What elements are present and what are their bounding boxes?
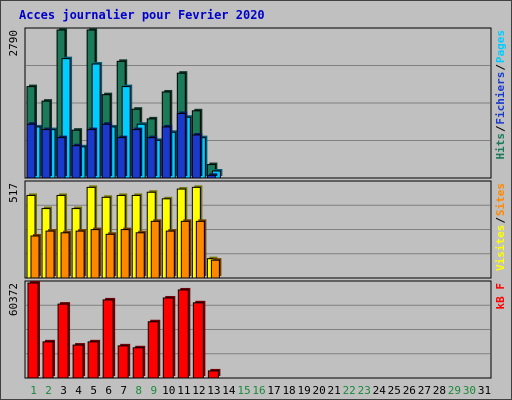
x-tick-label-day-15: 15 [237,384,250,397]
bar-sites-day-8 [135,232,145,279]
x-tick-label-day-14: 14 [222,384,236,397]
bar-pages-day-13 [206,174,216,179]
bar-sites-day-9 [150,220,160,279]
x-tick-label-day-27: 27 [418,384,431,397]
y-max-label: 2790 [7,30,20,57]
x-tick-label-day-21: 21 [328,384,341,397]
x-tick-label-day-3: 3 [60,384,67,397]
bar-pages-day-4 [71,145,81,179]
legend-item: kB F [494,283,507,310]
bar-kb-f-day-8 [132,347,144,379]
panel-visits-sites: 517 Sites/Visites [7,180,507,279]
bar-pages-day-5 [86,129,96,179]
bar-kb-f-day-11 [177,289,189,379]
legend-item: Fichiers [494,72,507,125]
bar-pages-day-3 [56,137,66,179]
bar-sites-day-13 [210,259,220,279]
x-tick-label-day-13: 13 [207,384,220,397]
x-tick-label-day-29: 29 [448,384,461,397]
x-tick-label-day-30: 30 [463,384,476,397]
x-tick-label-day-22: 22 [343,384,356,397]
x-tick-label-day-2: 2 [45,384,52,397]
bar-kb-f-day-4 [72,344,84,379]
legend-bottom: kB F [494,283,507,310]
bar-kb-f-day-10 [162,297,174,379]
x-tick-label-day-9: 9 [150,384,157,397]
x-tick-label-day-7: 7 [120,384,127,397]
bar-sites-day-5 [90,229,100,279]
bar-sites-day-11 [180,220,190,279]
x-tick-label-day-24: 24 [373,384,387,397]
x-tick-label-day-4: 4 [75,384,82,397]
x-tick-label-day-8: 8 [135,384,142,397]
bar-pages-day-10 [161,126,171,179]
bar-sites-day-3 [60,232,70,279]
x-tick-label-day-1: 1 [30,384,37,397]
bar-sites-day-12 [195,220,205,279]
y-max-label: 517 [7,183,20,203]
legend-top: Pages/Fichiers/Hits [494,30,507,160]
bar-kb-f-day-12 [192,302,204,379]
bar-pages-day-12 [191,134,201,179]
x-tick-label-day-5: 5 [90,384,97,397]
bar-kb-f-day-13 [207,370,219,379]
x-tick-label-day-20: 20 [313,384,326,397]
bar-kb-f-day-5 [87,341,99,379]
bar-pages-day-6 [101,123,111,179]
x-tick-label-day-6: 6 [105,384,112,397]
bar-pages-day-13-shadow [209,173,218,176]
bar-kb-f-day-7 [117,345,129,379]
legend-item: Sites [494,183,507,216]
panel-hits-files-pages: 2790 Pages/Fichiers/Hits [7,27,507,179]
bar-fichiers-day-3 [61,58,71,179]
panel-kbytes: 60372 kB F [7,280,507,379]
bar-sites-day-1 [30,235,40,279]
bar-sites-day-4 [75,230,85,279]
bar-pages-day-2 [41,129,51,179]
y-max-label: 60372 [7,283,20,316]
bar-pages-day-7 [116,137,126,179]
bar-sites-day-6 [105,233,115,279]
legend-middle: Sites/Visites [494,183,507,271]
bar-sites-day-2 [45,230,55,279]
x-tick-label-day-23: 23 [358,384,371,397]
bar-kb-f-day-2 [42,341,54,379]
x-tick-label-day-11: 11 [177,384,190,397]
legend-item: Visites [494,225,507,271]
x-tick-label-day-17: 17 [267,384,280,397]
legend-item: Pages [494,30,507,63]
legend-item: Hits [494,133,507,160]
bar-kb-f-day-1 [27,282,39,379]
chart-title: Acces journalier pour Fevrier 2020 [19,8,265,22]
legend-item: / [494,64,507,71]
bar-fichiers-day-7 [121,86,131,179]
x-tick-label-day-31: 31 [478,384,491,397]
bar-kb-f-day-3 [57,303,69,379]
bar-pages-day-1 [26,123,36,179]
legend-item: / [494,217,507,224]
x-tick-label-day-19: 19 [297,384,310,397]
bar-sites-day-7 [120,229,130,279]
legend-item: / [494,125,507,132]
x-tick-label-day-16: 16 [252,384,265,397]
x-tick-label-day-18: 18 [282,384,295,397]
bar-fichiers-day-5 [91,63,101,179]
x-tick-label-day-26: 26 [403,384,416,397]
bar-pages-day-9 [146,137,156,179]
bar-pages-day-11 [176,112,186,179]
x-tick-label-day-12: 12 [192,384,205,397]
x-tick-label-day-28: 28 [433,384,446,397]
bar-sites-day-10 [165,230,175,279]
x-tick-label-day-25: 25 [388,384,401,397]
bar-kb-f-day-9 [147,321,159,379]
bar-kb-f-day-6 [102,299,114,379]
bar-pages-day-8 [131,129,141,179]
x-tick-label-day-10: 10 [162,384,175,397]
